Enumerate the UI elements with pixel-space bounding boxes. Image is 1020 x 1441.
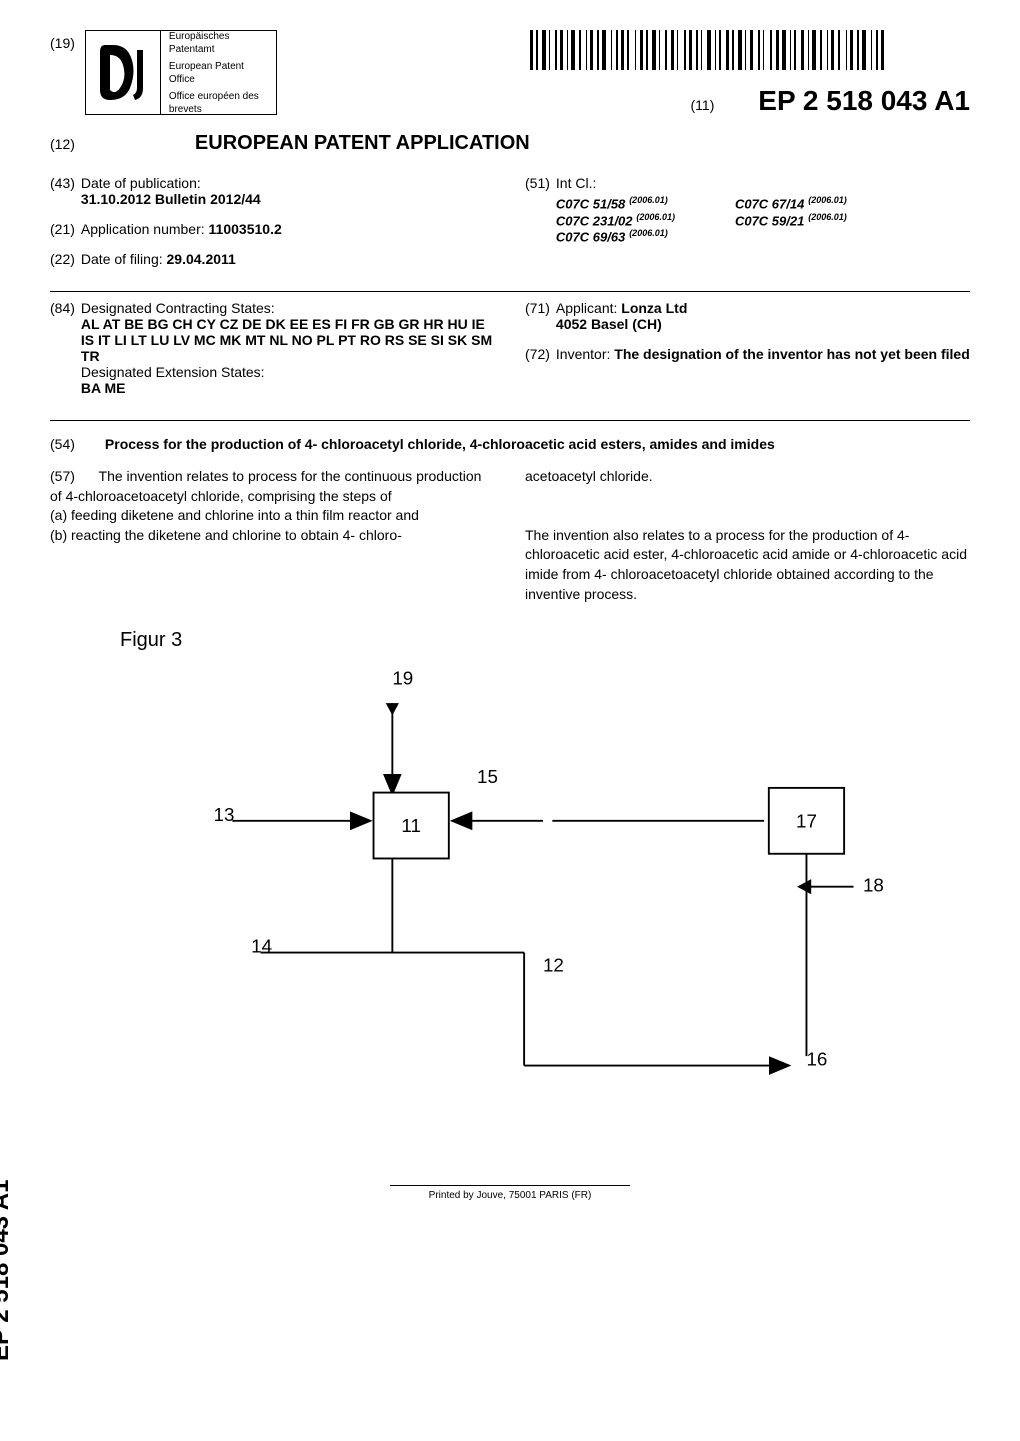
field-71-heading: Applicant: <box>556 300 617 316</box>
field-84: (84) Designated Contracting States: AL A… <box>50 300 495 396</box>
field-51-label: (51) <box>525 175 550 245</box>
document-type-title: EUROPEAN PATENT APPLICATION <box>195 132 530 155</box>
svg-text:16: 16 <box>806 1049 827 1070</box>
field-72-heading: Inventor: <box>556 346 610 362</box>
field-57-label: (57) <box>50 468 75 484</box>
svg-text:11: 11 <box>401 815 421 836</box>
field-19-label: (19) <box>50 35 75 51</box>
field-51: (51) Int Cl.: C07C 51/58 (2006.01)C07C 2… <box>525 175 970 245</box>
flowchart-diagram: 11 12 13 14 15 16 17 18 19 <box>110 642 910 1122</box>
barcode <box>530 30 970 70</box>
epo-logo-box: Europäisches Patentamt European Patent O… <box>85 30 277 115</box>
printer-info: Printed by Jouve, 75001 PARIS (FR) <box>429 1190 592 1201</box>
svg-text:17: 17 <box>796 811 817 832</box>
abstract-col-1: (57) The invention relates to process fo… <box>50 467 495 604</box>
invention-title: Process for the production of 4- chloroa… <box>105 436 970 452</box>
field-22-label: (22) <box>50 251 75 267</box>
field-11-label: (11) <box>691 97 715 113</box>
field-71-address: 4052 Basel (CH) <box>556 316 970 332</box>
epo-logo-icon <box>86 31 161 114</box>
side-publication-number: EP 2 518 043 A1 <box>0 1180 15 1361</box>
field-21-value: 11003510.2 <box>209 221 282 237</box>
document-type-row: (12) EUROPEAN PATENT APPLICATION <box>50 132 970 155</box>
abstract-col-2: acetoacetyl chloride.The invention also … <box>525 467 970 604</box>
field-22-value: 29.04.2011 <box>167 251 236 267</box>
field-43-value: 31.10.2012 Bulletin 2012/44 <box>81 191 495 207</box>
svg-text:15: 15 <box>477 766 498 787</box>
svg-text:12: 12 <box>543 955 564 976</box>
field-43-label: (43) <box>50 175 75 207</box>
field-21: (21) Application number: 11003510.2 <box>50 221 495 237</box>
field-84-states: AL AT BE BG CH CY CZ DE DK EE ES FI FR G… <box>81 316 495 364</box>
divider-2 <box>50 420 970 421</box>
field-84-label: (84) <box>50 300 75 396</box>
office-name-en: European Patent Office <box>169 60 268 86</box>
field-72-value: The designation of the inventor has not … <box>614 346 969 362</box>
field-84-ext-states: BA ME <box>81 380 495 396</box>
field-43: (43) Date of publication: 31.10.2012 Bul… <box>50 175 495 207</box>
svg-text:14: 14 <box>251 936 272 957</box>
office-name-fr: Office européen des brevets <box>169 90 268 116</box>
ipc-code: C07C 69/63 (2006.01) <box>556 228 675 245</box>
field-54-label: (54) <box>50 436 75 452</box>
field-22-heading: Date of filing: <box>81 251 163 267</box>
ipc-code: C07C 51/58 (2006.01) <box>556 195 675 212</box>
field-71-label: (71) <box>525 300 550 332</box>
svg-text:13: 13 <box>214 804 235 825</box>
office-name-de: Europäisches Patentamt <box>169 30 268 56</box>
svg-text:18: 18 <box>863 875 884 896</box>
title-row: (54) Process for the production of 4- ch… <box>50 436 970 452</box>
abstract-row: (57) The invention relates to process fo… <box>50 467 970 604</box>
epo-logo-text: Europäisches Patentamt European Patent O… <box>161 31 276 114</box>
ipc-code: C07C 231/02 (2006.01) <box>556 212 675 229</box>
field-71: (71) Applicant: Lonza Ltd 4052 Basel (CH… <box>525 300 970 332</box>
field-21-heading: Application number: <box>81 221 205 237</box>
field-51-heading: Int Cl.: <box>556 175 970 191</box>
field-22: (22) Date of filing: 29.04.2011 <box>50 251 495 267</box>
ipc-codes: C07C 51/58 (2006.01)C07C 231/02 (2006.01… <box>556 195 970 245</box>
field-72-label: (72) <box>525 346 550 362</box>
footer: Printed by Jouve, 75001 PARIS (FR) <box>390 1185 630 1201</box>
field-12-label: (12) <box>50 136 75 152</box>
ipc-code: C07C 67/14 (2006.01) <box>735 195 847 212</box>
field-71-name: Lonza Ltd <box>621 300 687 316</box>
publication-number: EP 2 518 043 A1 <box>758 85 970 116</box>
bibliographic-grid-bottom: (84) Designated Contracting States: AL A… <box>50 300 970 410</box>
field-84-ext-heading: Designated Extension States: <box>81 364 495 380</box>
bibliographic-grid-top: (43) Date of publication: 31.10.2012 Bul… <box>50 175 970 281</box>
divider-1 <box>50 291 970 292</box>
ipc-code: C07C 59/21 (2006.01) <box>735 212 847 229</box>
field-21-label: (21) <box>50 221 75 237</box>
field-72: (72) Inventor: The designation of the in… <box>525 346 970 362</box>
field-84-heading: Designated Contracting States: <box>81 300 495 316</box>
figure-container: Figur 3 111213141516171819 <box>50 629 970 1125</box>
svg-text:19: 19 <box>392 668 413 689</box>
field-43-heading: Date of publication: <box>81 175 495 191</box>
